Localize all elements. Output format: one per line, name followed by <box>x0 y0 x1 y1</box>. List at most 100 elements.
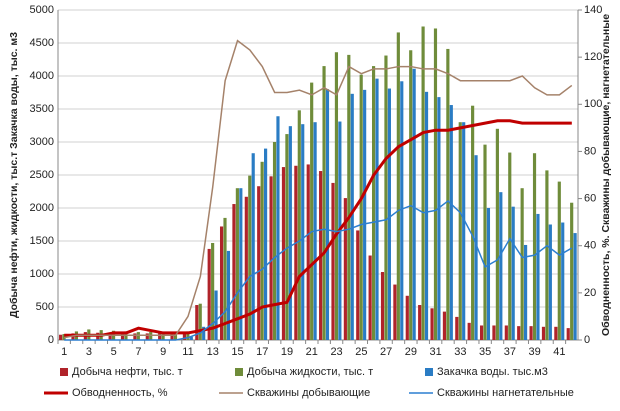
bar <box>405 295 409 340</box>
bar <box>310 82 314 340</box>
y2-axis-label: Обводненность, %. Скважины добывающие, н… <box>600 14 612 336</box>
bar <box>437 97 441 341</box>
bar <box>508 152 512 340</box>
bar <box>288 126 292 340</box>
y-tick-label: 0 <box>48 334 54 346</box>
y2-tick-label: 140 <box>584 4 602 16</box>
y-tick-label: 1000 <box>30 268 54 280</box>
bar <box>504 325 508 340</box>
bar <box>359 74 363 341</box>
bar <box>59 334 63 340</box>
bar <box>462 122 466 340</box>
bar <box>269 176 273 340</box>
bar <box>189 336 193 340</box>
bar <box>239 188 243 340</box>
x-tick-label: 33 <box>454 346 466 358</box>
x-tick-label: 7 <box>135 346 141 358</box>
x-tick-label: 37 <box>504 346 516 358</box>
x-tick-label: 21 <box>306 346 318 358</box>
bar <box>219 226 224 340</box>
x-tick-label: 23 <box>330 346 342 358</box>
x-tick-label: 35 <box>479 346 491 358</box>
bar <box>486 208 491 340</box>
x-tick-label: 29 <box>405 346 417 358</box>
line <box>64 119 572 337</box>
y2-tick-label: 80 <box>584 145 596 157</box>
bar <box>430 308 434 340</box>
bar <box>455 316 459 340</box>
y2-tick-label: 40 <box>584 240 596 252</box>
bar <box>458 122 462 340</box>
bar <box>195 305 199 340</box>
bar <box>387 88 391 340</box>
bar <box>371 66 376 340</box>
bar <box>207 248 211 340</box>
bar <box>257 186 261 340</box>
bar <box>343 198 347 340</box>
bar <box>145 333 149 340</box>
bar <box>347 54 351 340</box>
bar <box>548 224 552 340</box>
bar <box>356 230 360 340</box>
bar <box>573 233 577 340</box>
legend-label: Добыча нефти, тыс. т <box>72 366 183 378</box>
bar <box>449 105 453 340</box>
bar <box>479 325 484 340</box>
bar <box>570 202 574 340</box>
bar <box>202 326 206 340</box>
x-tick-label: 1 <box>61 346 67 358</box>
bar <box>306 164 310 340</box>
bar <box>301 124 305 341</box>
bar <box>363 89 367 340</box>
bar <box>557 181 561 340</box>
legend-label: Закачка воды. тыс.м3 <box>437 366 548 378</box>
bar <box>409 50 413 340</box>
bar <box>545 170 549 340</box>
y2-tick-label: 60 <box>584 192 596 204</box>
x-tick-label: 9 <box>160 346 166 358</box>
bar <box>264 148 268 340</box>
bar <box>442 311 447 340</box>
bar <box>182 332 187 340</box>
x-tick-label: 17 <box>256 346 268 358</box>
x-tick-label: 13 <box>207 346 219 358</box>
bar <box>325 89 330 340</box>
bar <box>483 144 487 340</box>
bar <box>532 153 537 340</box>
bar <box>471 105 475 340</box>
bar <box>433 28 438 340</box>
bar <box>396 32 400 340</box>
bar <box>62 334 66 340</box>
bar <box>467 322 471 340</box>
y-tick-label: 3500 <box>30 103 54 115</box>
bar <box>133 333 137 340</box>
bar <box>536 213 540 340</box>
bar <box>424 91 429 340</box>
x-tick-label: 31 <box>429 346 441 358</box>
y2-tick-label: 20 <box>584 287 596 299</box>
line <box>64 39 573 339</box>
bar <box>108 332 112 340</box>
y-axis-label: Добыча нефти, жидкости, тыс.т Закачка во… <box>8 32 20 318</box>
y2-tick-label: 0 <box>584 334 590 346</box>
bar <box>380 272 385 340</box>
legend-swatch <box>235 368 243 376</box>
bar <box>260 161 264 340</box>
bar <box>294 165 298 340</box>
bar <box>297 110 301 340</box>
bar <box>511 206 515 340</box>
bar <box>384 55 388 340</box>
bar <box>492 325 496 340</box>
bar <box>248 175 252 340</box>
bar <box>421 26 425 340</box>
x-tick-label: 15 <box>231 346 243 358</box>
bar <box>446 48 450 340</box>
bar <box>400 81 404 340</box>
x-tick-label: 5 <box>111 346 117 358</box>
bar <box>281 167 286 340</box>
bar <box>158 333 162 340</box>
bar <box>529 326 533 340</box>
y-tick-label: 500 <box>36 301 54 313</box>
bar <box>566 328 570 340</box>
